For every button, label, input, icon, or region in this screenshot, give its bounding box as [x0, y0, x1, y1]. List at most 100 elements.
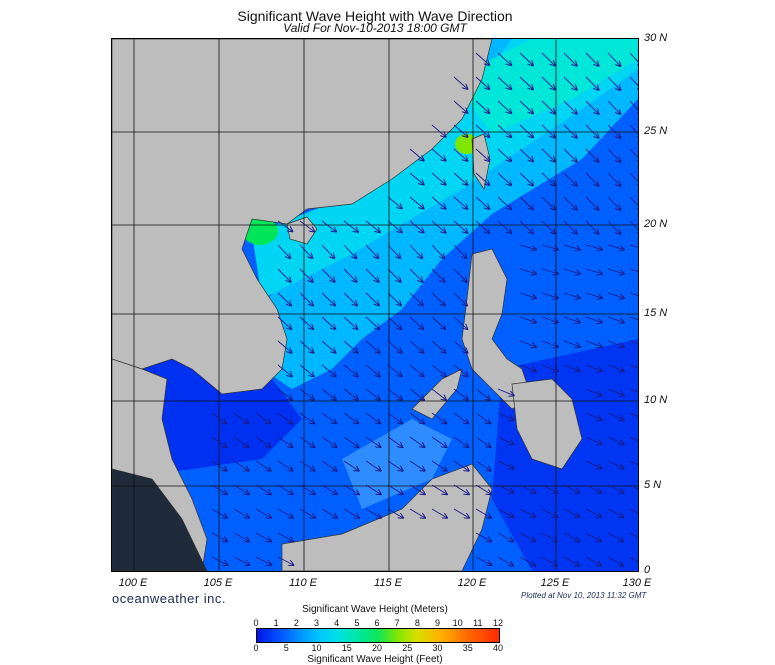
- wave-direction-arrow: [563, 484, 579, 493]
- wave-direction-arrow: [321, 484, 337, 494]
- wave-direction-arrow: [541, 484, 557, 493]
- wave-direction-arrow: [585, 484, 601, 493]
- wave-direction-arrow: [453, 268, 467, 282]
- wave-direction-arrow: [387, 316, 401, 329]
- wave-direction-arrow: [563, 316, 580, 322]
- wave-direction-arrow: [585, 340, 602, 347]
- wave-direction-arrow: [497, 460, 514, 468]
- wave-direction-arrow: [431, 292, 445, 305]
- colorbar-tick-feet: 35: [462, 643, 473, 653]
- wave-direction-arrow: [343, 364, 358, 376]
- wave-direction-arrow: [475, 436, 490, 447]
- wave-direction-arrow: [563, 124, 577, 138]
- wave-direction-arrow: [585, 436, 602, 444]
- wave-direction-arrow: [211, 556, 227, 565]
- wave-direction-arrow: [321, 340, 336, 353]
- wave-direction-arrow: [541, 244, 558, 249]
- wave-direction-arrow: [453, 412, 468, 424]
- wave-direction-arrow: [299, 292, 313, 305]
- wave-direction-arrow: [585, 460, 602, 468]
- wave-direction-arrow: [453, 148, 467, 161]
- wave-direction-arrow: [343, 484, 359, 494]
- wave-direction-arrow: [211, 484, 227, 494]
- lon-label: 115 E: [374, 577, 402, 589]
- colorbar-title-meters: Significant Wave Height (Meters): [302, 604, 448, 615]
- wave-direction-arrow: [541, 172, 555, 186]
- wave-direction-arrow: [519, 484, 535, 493]
- wave-direction-arrow: [629, 460, 638, 466]
- lat-label: 0: [644, 564, 651, 576]
- wave-direction-arrow: [387, 244, 400, 258]
- lon-label: 105 E: [203, 577, 233, 589]
- colorbar-tick-meters: 5: [354, 618, 360, 628]
- wave-direction-arrow: [519, 76, 533, 89]
- wave-direction-arrow: [607, 220, 620, 234]
- wave-direction-arrow: [409, 364, 424, 376]
- wave-direction-arrow: [629, 364, 638, 369]
- wave-direction-arrow: [607, 148, 620, 162]
- wave-direction-arrow: [233, 436, 248, 447]
- wave-direction-arrow: [299, 340, 314, 353]
- wave-direction-arrow: [211, 436, 226, 447]
- wave-direction-arrow: [497, 508, 513, 517]
- wave-direction-arrow: [299, 460, 315, 471]
- colorbar-tick-feet: 10: [311, 643, 322, 653]
- wave-direction-arrow: [629, 556, 638, 563]
- wave-direction-arrow: [365, 220, 380, 232]
- wave-direction-arrow: [475, 388, 490, 400]
- wave-direction-arrow: [585, 76, 599, 90]
- wave-direction-arrow: [497, 220, 511, 233]
- wave-direction-arrow: [519, 220, 533, 233]
- wave-direction-arrow: [475, 172, 489, 185]
- wave-direction-arrow: [607, 172, 620, 186]
- wave-direction-arrow: [607, 196, 620, 210]
- wave-direction-arrow: [277, 532, 293, 541]
- wave-direction-arrow: [585, 124, 599, 138]
- wave-direction-arrow: [365, 412, 380, 424]
- wave-direction-arrow: [453, 172, 467, 185]
- wave-direction-arrow: [277, 364, 292, 376]
- wave-direction-arrow: [299, 220, 314, 232]
- wave-direction-arrow: [453, 124, 467, 137]
- wave-direction-arrow: [607, 460, 624, 468]
- wave-direction-arrow: [607, 556, 623, 566]
- wave-direction-arrow: [321, 268, 335, 282]
- wave-direction-arrow: [321, 244, 334, 258]
- wave-direction-arrow: [387, 388, 402, 400]
- wave-direction-arrow: [585, 100, 599, 114]
- wave-direction-arrow: [541, 556, 557, 566]
- wave-direction-arrow: [475, 532, 491, 541]
- valid-time-subtitle: Valid For Nov-10-2013 18:00 GMT: [283, 21, 467, 35]
- wave-direction-arrow: [431, 124, 446, 137]
- wave-direction-arrow: [431, 268, 445, 282]
- colorbar-tick-meters: 4: [334, 618, 340, 628]
- wave-direction-arrow: [409, 316, 423, 329]
- wave-direction-arrow: [409, 196, 424, 208]
- wave-direction-arrow: [343, 220, 358, 232]
- wave-direction-arrow: [299, 388, 314, 400]
- wave-direction-arrow: [277, 436, 292, 447]
- wave-direction-arrow: [409, 460, 425, 471]
- wave-direction-arrow: [497, 172, 511, 185]
- wave-direction-arrow: [629, 100, 638, 114]
- wave-direction-arrow: [563, 100, 577, 114]
- wave-direction-arrow: [629, 508, 638, 514]
- wave-direction-arrow: [585, 244, 602, 249]
- wave-direction-arrow: [519, 556, 535, 566]
- wave-direction-arrow: [387, 268, 401, 282]
- wave-direction-arrow: [563, 76, 577, 90]
- wave-direction-arrow: [475, 124, 489, 137]
- colorbar-tick-feet: 30: [432, 643, 443, 653]
- wave-direction-arrow: [299, 364, 314, 376]
- wave-direction-arrow: [541, 124, 555, 138]
- wave-direction-arrow: [607, 316, 624, 322]
- colorbar-tick-meters: 3: [313, 618, 320, 628]
- wave-direction-arrow: [541, 508, 557, 517]
- wave-direction-arrow: [607, 76, 620, 90]
- borneo: [281, 463, 493, 571]
- wave-direction-arrow: [343, 508, 359, 518]
- wave-direction-arrow: [585, 364, 602, 371]
- wave-direction-arrow: [607, 364, 624, 371]
- colorbar-tick-meters: 9: [434, 618, 441, 628]
- wave-direction-arrow: [475, 556, 491, 565]
